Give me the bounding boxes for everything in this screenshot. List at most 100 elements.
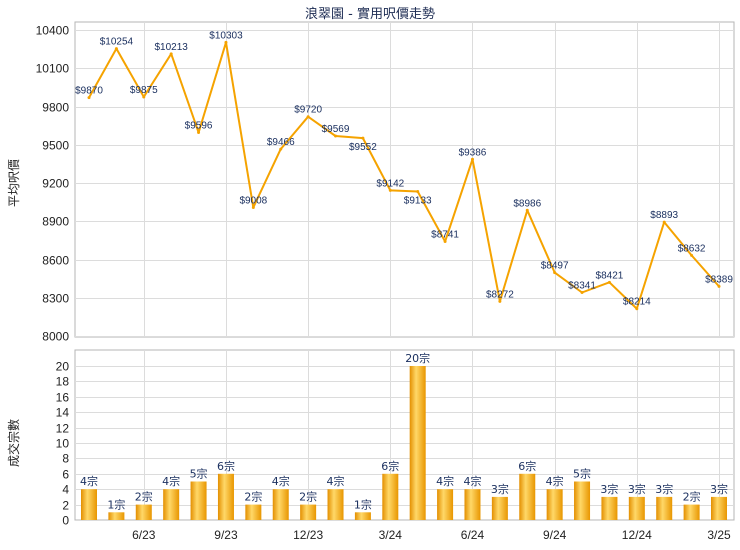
price-y-tick-label: 10400 xyxy=(36,24,70,38)
price-line xyxy=(88,41,720,310)
price-point-label: $8341 xyxy=(568,281,596,292)
count-bar xyxy=(217,473,234,520)
count-y-tick-label: 4 xyxy=(62,483,69,497)
price-point-label: $9569 xyxy=(322,124,350,135)
count-bar-label: 3宗 xyxy=(491,482,509,496)
price-point xyxy=(224,40,228,44)
price-y-tick-label: 8300 xyxy=(42,292,69,306)
price-point-label: $9142 xyxy=(376,178,404,189)
count-bar xyxy=(382,473,399,520)
count-y-tick-label: 12 xyxy=(56,422,70,436)
count-bar xyxy=(272,489,289,520)
count-bars xyxy=(81,366,727,520)
count-y-tick-label: 18 xyxy=(56,375,70,389)
price-grid xyxy=(75,22,734,337)
count-y-tick-label: 20 xyxy=(56,360,70,374)
price-point-label: $9008 xyxy=(239,195,267,206)
price-point-label: $9386 xyxy=(459,147,487,158)
count-bar-label: 4宗 xyxy=(436,474,454,488)
price-point xyxy=(717,284,721,288)
price-point-label: $8421 xyxy=(596,270,624,281)
count-bar xyxy=(135,504,152,520)
count-bar-label: 5宗 xyxy=(573,467,591,481)
count-bar xyxy=(546,489,563,520)
price-y-tick-label: 9500 xyxy=(42,139,69,153)
count-bar-label: 2宗 xyxy=(244,490,262,504)
count-bar xyxy=(628,496,645,520)
price-point xyxy=(169,52,173,56)
count-bar-label: 1宗 xyxy=(354,497,372,511)
x-tick-label: 9/23 xyxy=(214,528,238,542)
price-point xyxy=(251,205,255,209)
price-point xyxy=(197,131,201,135)
count-bar-label: 2宗 xyxy=(135,490,153,504)
count-y-tick-label: 6 xyxy=(62,468,69,482)
x-tick-label: 6/23 xyxy=(132,528,156,542)
price-point-label: $8986 xyxy=(513,198,541,209)
price-point-label: $9720 xyxy=(294,105,322,116)
price-y-tick-label: 8900 xyxy=(42,215,69,229)
count-plot-area xyxy=(74,349,735,521)
count-bar xyxy=(519,473,536,520)
count-bar-labels: 4宗 1宗 2宗 4宗 5宗 6宗 2宗 4宗 2宗 4宗 1宗 6宗 20宗 4宗 4宗 3宗 6宗 4宗 5宗 3… xyxy=(80,351,728,511)
x-tick-label: 6/24 xyxy=(461,528,485,542)
price-point-label: $9552 xyxy=(349,142,377,153)
count-bar xyxy=(108,512,125,520)
count-bar xyxy=(245,504,262,520)
price-point-label: $10303 xyxy=(209,30,243,41)
price-point-label: $9133 xyxy=(404,196,432,207)
count-bar xyxy=(300,504,317,520)
count-bar-label: 2宗 xyxy=(683,490,701,504)
count-bar-label: 4宗 xyxy=(162,474,180,488)
price-point xyxy=(525,208,529,212)
price-y-tick-label: 9200 xyxy=(42,177,69,191)
price-point xyxy=(580,291,584,295)
price-point-label: $8893 xyxy=(650,210,678,221)
count-bar-label: 3宗 xyxy=(655,482,673,496)
count-bar xyxy=(574,481,591,520)
price-point-label: $8741 xyxy=(431,230,459,241)
price-point-label: $8214 xyxy=(623,297,651,308)
price-point xyxy=(607,280,611,284)
count-bar xyxy=(190,481,207,520)
price-point-label: $9466 xyxy=(267,137,295,148)
price-y-tick-label: 10100 xyxy=(36,62,70,76)
price-y-tick-label: 9800 xyxy=(42,101,69,115)
price-point xyxy=(498,299,502,303)
count-bar-label: 3宗 xyxy=(628,482,646,496)
price-point-label: $8497 xyxy=(541,261,569,272)
x-tick-label: 12/23 xyxy=(293,528,323,542)
price-point xyxy=(279,147,283,151)
price-point xyxy=(114,47,118,51)
price-point-labels: $9870 $10254 $9875 $10213 $9596 $10303 $9008 $9… xyxy=(75,30,733,307)
price-point xyxy=(306,115,310,119)
count-y-tick-label: 0 xyxy=(62,514,69,528)
x-tick-label: 9/24 xyxy=(543,528,567,542)
price-point xyxy=(416,190,420,194)
count-grid xyxy=(75,350,734,521)
price-point-label: $9870 xyxy=(75,86,103,97)
x-axis-ticks: 6/23 9/23 12/23 3/24 6/24 9/24 12/24 3/25 xyxy=(132,528,731,542)
count-bar xyxy=(163,489,180,520)
count-bar-label: 5宗 xyxy=(190,467,208,481)
count-bar-label: 2宗 xyxy=(299,490,317,504)
count-bar xyxy=(711,496,727,520)
price-point xyxy=(142,95,146,99)
price-point xyxy=(553,271,557,275)
price-point xyxy=(690,253,694,257)
count-bar xyxy=(656,496,673,520)
count-bar-label: 4宗 xyxy=(463,474,481,488)
price-point xyxy=(635,307,639,311)
count-bar xyxy=(327,489,344,520)
x-tick-label: 3/24 xyxy=(379,528,403,542)
count-y-tick-label: 16 xyxy=(56,391,70,405)
count-y-axis-title: 成交宗數 xyxy=(6,419,21,467)
chart-title: 浪翠園 - 實用呎價走勢 xyxy=(305,6,435,22)
price-plot-area xyxy=(74,21,735,338)
price-point-label: $8389 xyxy=(705,274,733,285)
x-tick-label: 12/24 xyxy=(622,528,652,542)
price-y-tick-label: 8000 xyxy=(42,330,69,344)
count-bar-label: 6宗 xyxy=(518,459,536,473)
price-y-axis-title: 平均呎價 xyxy=(7,159,21,207)
